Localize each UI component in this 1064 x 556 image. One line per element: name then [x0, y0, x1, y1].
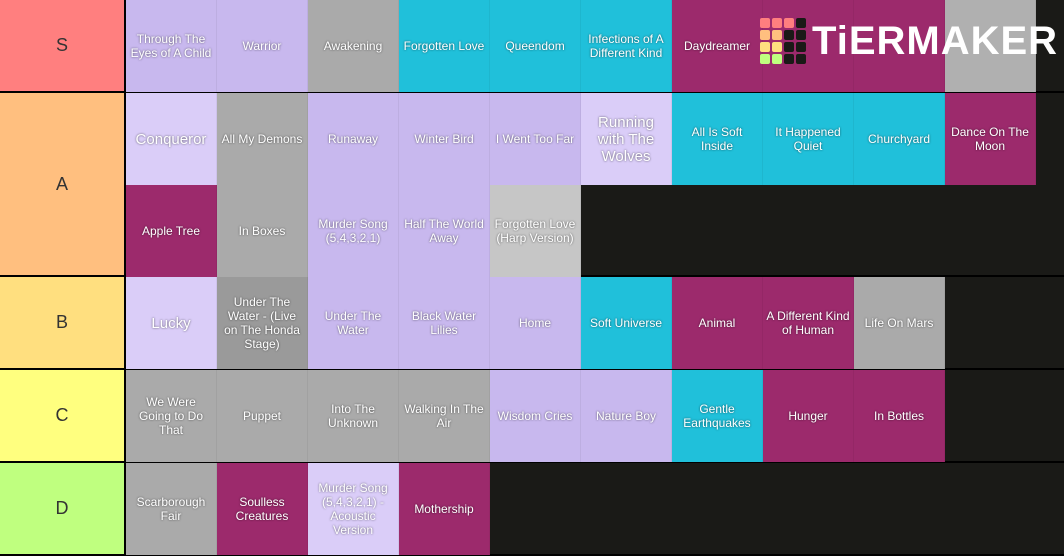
tile: Forgotten Love (Harp Version) — [490, 185, 581, 277]
tile: Walking In The Air — [399, 370, 490, 462]
tile — [854, 0, 945, 92]
tile: Home — [490, 277, 581, 369]
tier-tiles: Through The Eyes of A Child Warrior Awaken… — [126, 0, 1064, 92]
tile: Gentle Earthquakes — [672, 370, 763, 462]
tile: All Is Soft Inside — [672, 93, 763, 185]
logo-text: TiERMAKER — [812, 18, 1059, 63]
tile: Under The Water — [308, 277, 399, 369]
tile: In Bottles — [854, 370, 945, 462]
logo-grid — [760, 18, 806, 64]
tile: Dance On The Moon — [945, 93, 1036, 185]
tile: Puppet — [217, 370, 308, 462]
tile: Half The World Away — [399, 185, 490, 277]
tile: Nature Boy — [581, 370, 672, 462]
tile: I Went Too Far — [490, 93, 581, 185]
tier-tiles: We Were Going to Do That Puppet Into The U… — [126, 370, 1064, 462]
tile — [763, 0, 854, 92]
tile: Winter Bird — [399, 93, 490, 185]
tile: Under The Water - (Live on The Honda Sta… — [217, 277, 308, 369]
tile: We Were Going to Do That — [126, 370, 217, 462]
tier-row: C We Were Going to Do That Puppet Into The … — [0, 370, 1064, 463]
tier-label: S — [0, 0, 126, 91]
tile: In Boxes — [217, 185, 308, 277]
tile: Black Water Lilies — [399, 277, 490, 369]
tile: Through The Eyes of A Child — [126, 0, 217, 92]
tier-tiles: Lucky Under The Water - (Live on The Hond… — [126, 277, 1064, 369]
tile: Life On Mars — [854, 277, 945, 369]
tile: Conqueror — [126, 93, 217, 185]
tile: Wisdom Cries — [490, 370, 581, 462]
tile: Into The Unknown — [308, 370, 399, 462]
tier-row: S Through The Eyes of A Child Warrior Awake… — [0, 0, 1064, 93]
tile: Hunger — [763, 370, 854, 462]
tier-row: B Lucky Under The Water - (Live on The Hon… — [0, 277, 1064, 370]
tier-tiles: Scarborough Fair Soulless Creatures Murder… — [126, 463, 1064, 555]
tile: Mothership — [399, 463, 490, 555]
tile: Awakening — [308, 0, 399, 92]
tile: Murder Song (5,4,3,2,1) - Acoustic Versi… — [308, 463, 399, 555]
tile: Animal — [672, 277, 763, 369]
tile: It Happened Quiet — [763, 93, 854, 185]
tier-label: B — [0, 277, 126, 368]
tile: All My Demons — [217, 93, 308, 185]
tile: Apple Tree — [126, 185, 217, 277]
tile: Runaway — [308, 93, 399, 185]
tile: Infections of A Different Kind — [581, 0, 672, 92]
tier-label: A — [0, 93, 126, 275]
tile: Scarborough Fair — [126, 463, 217, 555]
tile: Churchyard — [854, 93, 945, 185]
tier-label: D — [0, 463, 126, 554]
tile: Murder Song (5,4,3,2,1) — [308, 185, 399, 277]
tile: Soulless Creatures — [217, 463, 308, 555]
tile: Forgotten Love — [399, 0, 490, 92]
tier-row: D Scarborough Fair Soulless Creatures Murde… — [0, 463, 1064, 556]
tier-tiles: Conqueror All My Demons Runaway Winter Bird… — [126, 93, 1064, 277]
tier-row: A Conqueror All My Demons Runaway Winter Bir… — [0, 93, 1064, 277]
tile: Warrior — [217, 0, 308, 92]
tile: A Different Kind of Human — [763, 277, 854, 369]
tile — [945, 0, 1036, 92]
tile: Daydreamer — [672, 0, 763, 92]
tile: Running with The Wolves — [581, 93, 672, 185]
tier-label: C — [0, 370, 126, 461]
tile: Lucky — [126, 277, 217, 369]
tile: Queendom — [490, 0, 581, 92]
tile: Soft Universe — [581, 277, 672, 369]
logo: TiERMAKER — [760, 18, 1058, 64]
